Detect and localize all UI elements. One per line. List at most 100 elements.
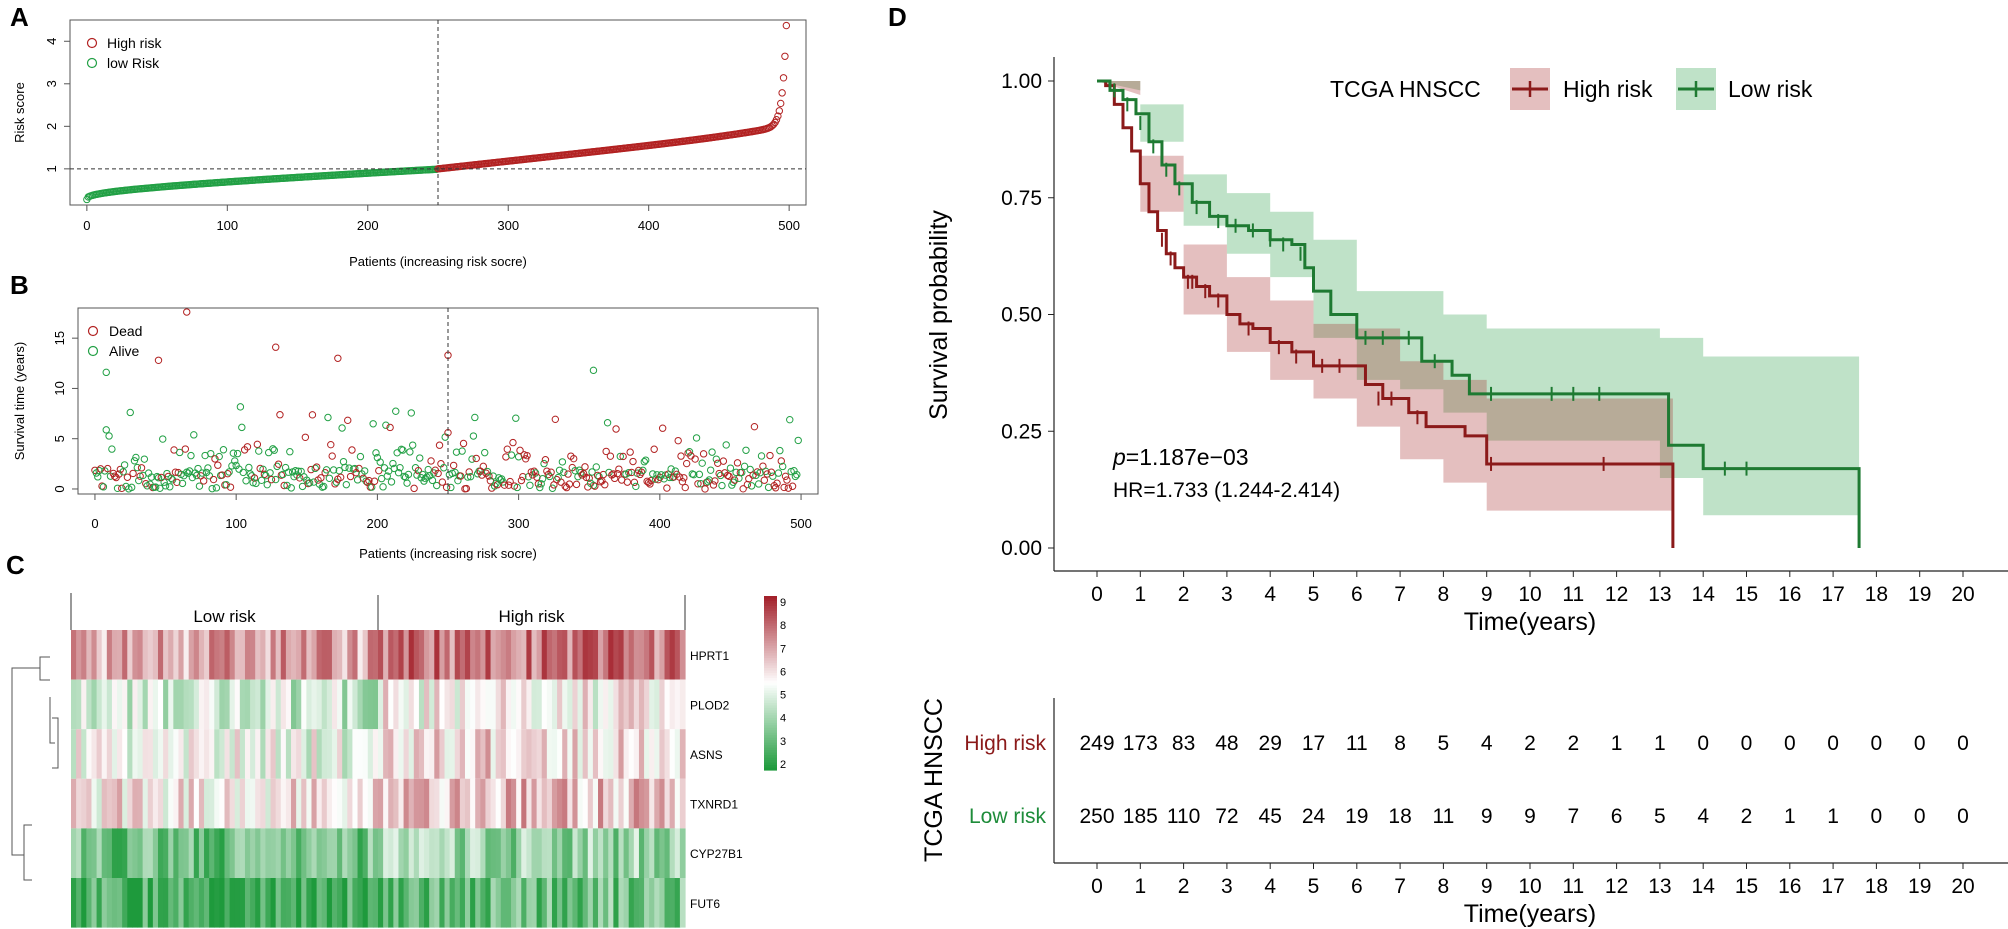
risk-table-count: 0	[1827, 732, 1839, 755]
heatmap-cell	[516, 778, 522, 829]
heatmap-cell	[546, 828, 553, 878]
survival-time-point	[767, 468, 776, 476]
heatmap-cell	[495, 729, 502, 779]
panel-d-label: D	[888, 2, 907, 32]
heatmap-cell	[173, 828, 180, 878]
color-scale-segment	[764, 623, 777, 627]
survival-time-point	[346, 472, 355, 481]
heatmap-cell	[557, 828, 563, 878]
km-y-tick-label: 0.75	[1001, 187, 1042, 210]
heatmap-cell	[342, 630, 348, 680]
survival-time-point	[730, 476, 739, 484]
heatmap-cell	[603, 878, 609, 928]
heatmap-cell	[224, 630, 231, 680]
risk-table-count: 5	[1654, 805, 1666, 828]
survival-time-point	[753, 468, 761, 476]
survival-time-point	[238, 423, 246, 432]
color-scale-segment	[764, 655, 777, 659]
color-scale-segment	[764, 717, 777, 721]
heatmap-cell	[449, 778, 456, 829]
heatmap-cell	[546, 630, 553, 680]
heatmap-cell	[505, 828, 512, 878]
heatmap-cell	[608, 828, 614, 878]
heatmap-cell	[459, 630, 466, 680]
heatmap-cell	[204, 828, 210, 878]
survival-time-point	[380, 464, 389, 472]
survival-time-y-tick-label: 15	[52, 331, 67, 345]
heatmap-gene-label: TXNRD1	[690, 798, 738, 812]
heatmap-cell	[106, 878, 113, 928]
survival-time-point	[754, 480, 763, 488]
heatmap-cell	[168, 828, 174, 878]
survival-time-x-tick-label: 400	[649, 516, 671, 531]
heatmap-cell	[669, 630, 676, 680]
color-scale-segment	[764, 608, 777, 612]
survival-time-point	[677, 452, 685, 460]
heatmap-cell	[393, 878, 400, 928]
heatmap-cell	[152, 679, 159, 730]
heatmap-cell	[531, 679, 538, 730]
heatmap-cell	[193, 778, 200, 829]
km-censor-marks-low-risk	[1113, 83, 1748, 476]
heatmap-cell	[418, 778, 425, 829]
risk-table-count: 11	[1432, 805, 1454, 828]
heatmap-cell	[81, 630, 87, 680]
survival-time-point	[167, 474, 175, 483]
heatmap-cell	[250, 828, 256, 878]
risk-score-x-tick-label: 100	[216, 218, 238, 233]
heatmap-cell	[183, 729, 190, 779]
heatmap-cell	[101, 878, 108, 928]
risk-table-count: 24	[1302, 805, 1326, 828]
heatmap-cell	[398, 729, 405, 779]
heatmap-cell	[500, 729, 507, 779]
survival-time-point	[629, 457, 637, 466]
heatmap-cell	[337, 878, 343, 928]
survival-time-point	[284, 468, 293, 476]
survival-time-point	[272, 475, 280, 484]
km-y-axis-title: Survival probability	[925, 210, 953, 420]
survival-time-point	[280, 481, 288, 490]
heatmap-cell	[598, 679, 604, 730]
color-scale-segment	[764, 712, 777, 716]
survival-time-point	[406, 448, 414, 456]
heatmap-cell	[280, 679, 287, 730]
heatmap-cell	[649, 778, 655, 829]
heatmap-cell	[674, 630, 681, 680]
heatmap-cell	[111, 729, 118, 779]
heatmap-cell	[587, 679, 594, 730]
survival-time-point	[613, 469, 622, 478]
heatmap-cell	[592, 878, 599, 928]
risk-table-count: 72	[1215, 805, 1238, 828]
heatmap-cell	[326, 878, 333, 928]
heatmap-cell	[526, 679, 533, 730]
survival-time-point	[699, 450, 708, 458]
heatmap-cell	[669, 679, 676, 730]
heatmap-cell	[475, 679, 481, 730]
survival-time-x-axis-title: Patients (increasing risk socre)	[359, 546, 537, 561]
heatmap-cell	[679, 630, 686, 680]
risk-table-x-tick-label: 6	[1351, 875, 1363, 898]
heatmap-cell	[244, 778, 251, 829]
heatmap-cell	[480, 828, 487, 878]
heatmap-cell	[71, 878, 77, 928]
heatmap-cell	[449, 679, 456, 730]
survival-time-point	[666, 473, 674, 482]
color-scale-segment	[764, 742, 777, 746]
heatmap-cell	[132, 630, 139, 680]
survival-time-x-tick-label: 100	[225, 516, 247, 531]
heatmap-cell	[454, 878, 461, 928]
heatmap-cell	[582, 679, 589, 730]
survival-time-point	[469, 432, 478, 440]
survival-time-point	[334, 354, 342, 362]
heatmap-cell	[434, 630, 440, 680]
heatmap-cell	[204, 778, 210, 829]
survival-time-point	[250, 474, 259, 482]
survival-time-point	[585, 474, 593, 482]
heatmap-cell	[147, 729, 154, 779]
heatmap-cell	[598, 828, 604, 878]
heatmap-cell	[618, 630, 625, 680]
survival-time-point	[690, 470, 698, 479]
survival-time-point	[276, 411, 284, 419]
heatmap-cell	[439, 778, 446, 829]
heatmap-cell	[567, 878, 574, 928]
